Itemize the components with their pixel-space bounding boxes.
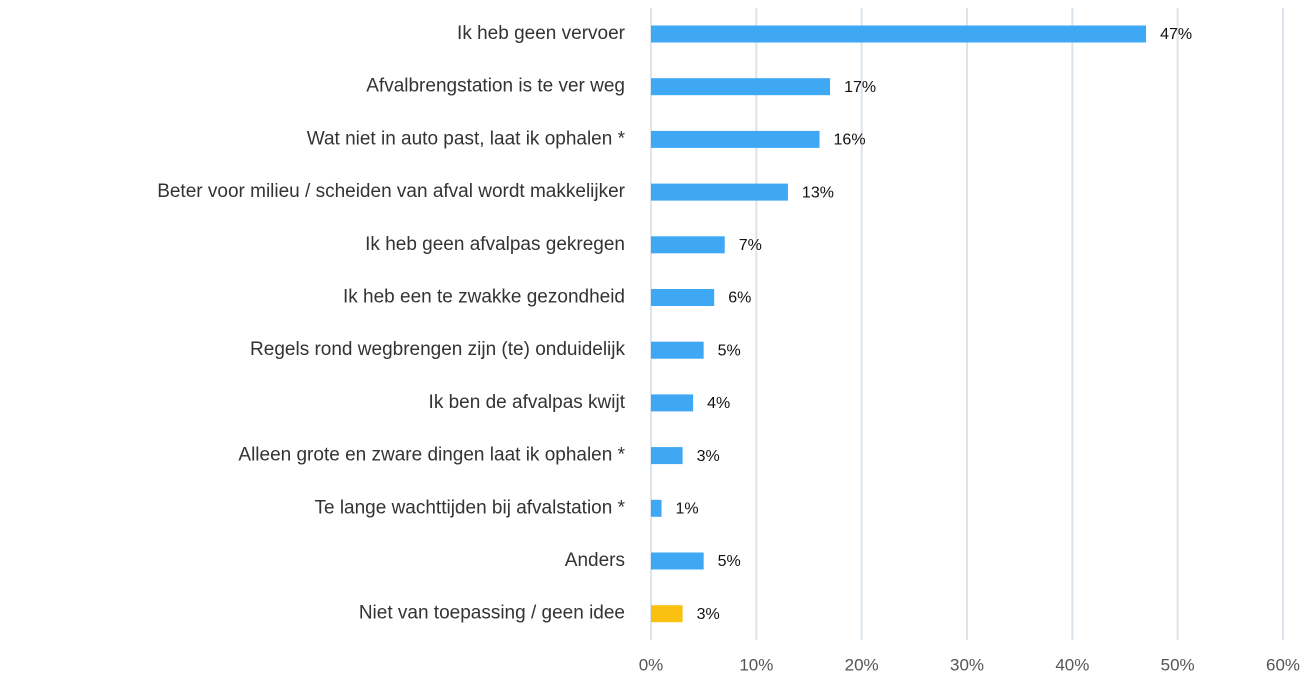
category-label: Ik heb een te zwakke gezondheid xyxy=(343,287,625,308)
bar xyxy=(651,78,831,96)
x-tick-label: 60% xyxy=(1266,655,1300,674)
category-label: Anders xyxy=(565,550,625,571)
category-label: Regels rond wegbrengen zijn (te) onduide… xyxy=(250,339,625,360)
x-tick-label: 20% xyxy=(845,655,879,674)
bar xyxy=(651,289,715,306)
category-label: Ik heb geen vervoer xyxy=(457,23,626,44)
x-tick-label: 10% xyxy=(739,655,773,674)
bar xyxy=(651,552,704,570)
category-label: Afvalbrengstation is te ver weg xyxy=(366,76,625,97)
bar xyxy=(651,183,788,201)
value-label: 47% xyxy=(1160,26,1192,43)
bar xyxy=(651,130,820,148)
bar xyxy=(651,236,725,254)
value-label: 5% xyxy=(718,342,741,359)
category-label: Ik heb geen afvalpas gekregen xyxy=(365,234,625,255)
x-tick-label: 40% xyxy=(1055,655,1089,674)
value-label: 3% xyxy=(697,448,720,465)
value-label: 3% xyxy=(697,606,720,623)
bar xyxy=(651,394,694,412)
value-label: 4% xyxy=(707,395,730,412)
category-label: Te lange wachttijden bij afvalstation * xyxy=(314,497,625,518)
value-label: 17% xyxy=(844,79,876,96)
category-label: Niet van toepassing / geen idee xyxy=(359,603,625,624)
bar xyxy=(651,605,683,623)
value-label: 13% xyxy=(802,184,834,201)
bar xyxy=(651,341,704,359)
x-tick-label: 30% xyxy=(950,655,984,674)
value-label: 1% xyxy=(676,501,699,518)
bar xyxy=(651,499,662,517)
category-label: Alleen grote en zware dingen laat ik oph… xyxy=(238,445,625,466)
value-label: 16% xyxy=(834,132,866,149)
bar xyxy=(651,447,683,465)
value-label: 7% xyxy=(739,237,762,254)
category-label: Beter voor milieu / scheiden van afval w… xyxy=(157,181,625,202)
value-label: 6% xyxy=(728,290,751,307)
value-label: 5% xyxy=(718,553,741,570)
bar xyxy=(651,25,1147,43)
category-label: Wat niet in auto past, laat ik ophalen * xyxy=(307,128,626,149)
x-tick-label: 0% xyxy=(639,655,664,674)
category-label: Ik ben de afvalpas kwijt xyxy=(429,392,626,413)
x-tick-label: 50% xyxy=(1161,655,1195,674)
